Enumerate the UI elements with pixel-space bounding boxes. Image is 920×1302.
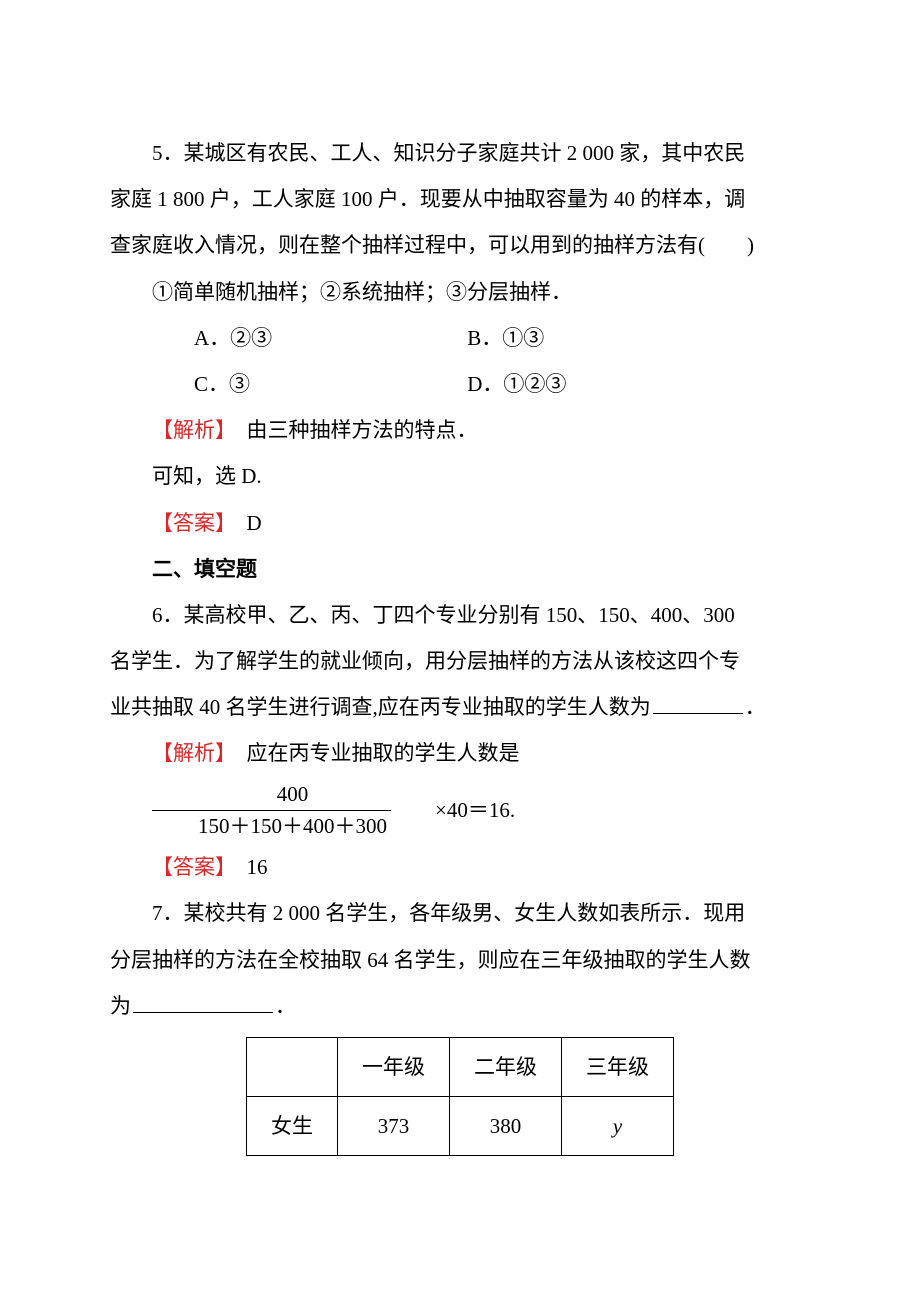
q6-frac-num: 400 [231,781,313,810]
q5-line2: 家庭 1 800 户，工人家庭 100 户．现要从中抽取容量为 40 的样本，调 [110,176,810,222]
q5-answer-text: D [226,511,262,535]
q6-frac-den: 150＋150＋400＋300 [152,810,391,840]
q5-analysis-l2: 可知，选 D. [110,453,810,499]
table-row-female: 女生 373 380 y [247,1097,674,1156]
q7-table: 一年级 二年级 三年级 女生 373 380 y [246,1037,674,1156]
q6-answer-text: 16 [226,855,268,879]
q7-line2: 分层抽样的方法在全校抽取 64 名学生，则应在三年级抽取的学生人数 [110,937,810,983]
th-grade1: 一年级 [338,1037,450,1096]
q6-answer: 【答案】 16 [110,844,810,890]
analysis-label: 【解析】 [152,418,226,442]
q7-line3b: ． [275,994,296,1018]
q5-analysis-text: 由三种抽样方法的特点． [226,418,478,442]
q7-line3: 为． [110,983,810,1029]
q5-line3: 查家庭收入情况，则在整个抽样过程中，可以用到的抽样方法有( ) [110,222,810,268]
q6-line1: 6．某高校甲、乙、丙、丁四个专业分别有 150、150、400、300 [110,592,810,638]
th-blank [247,1037,338,1096]
q6-analysis: 【解析】 应在丙专业抽取的学生人数是 [110,730,810,776]
th-grade2: 二年级 [450,1037,562,1096]
cell-f3: y [562,1097,674,1156]
answer-label: 【答案】 [152,511,226,535]
q6-line2: 名学生．为了解学生的就业倾向，用分层抽样的方法从该校这四个专 [110,638,810,684]
q5-optD: D．①②③ [467,372,566,396]
q6-blank [653,692,743,714]
q5-answer: 【答案】 D [110,500,810,546]
row-label-female: 女生 [247,1097,338,1156]
q5-analysis: 【解析】 由三种抽样方法的特点． [110,407,810,453]
q7-line3a: 为 [110,994,131,1018]
cell-f2: 380 [450,1097,562,1156]
q6-line3a: 业共抽取 40 名学生进行调查,应在丙专业抽取的学生人数为 [110,695,651,719]
q6-frac-rest: ×40＝16. [393,787,515,833]
q6-line3b: ． [745,695,766,719]
q6-fraction: 400 150＋150＋400＋300 [152,781,391,841]
q5-options-row2: C．③ D．①②③ [110,361,810,407]
answer-label: 【答案】 [152,855,226,879]
th-grade3: 三年级 [562,1037,674,1096]
table-header-row: 一年级 二年级 三年级 [247,1037,674,1096]
analysis-label: 【解析】 [152,741,226,765]
q7-blank [133,991,273,1013]
q5-line1: 5．某城区有农民、工人、知识分子家庭共计 2 000 家，其中农民 [110,130,810,176]
q6-line3: 业共抽取 40 名学生进行调查,应在丙专业抽取的学生人数为 ． [110,684,810,730]
q5-options-row1: A．②③ B．①③ [110,315,810,361]
q7-line1: 7．某校共有 2 000 名学生，各年级男、女生人数如表所示．现用 [110,890,810,936]
q5-optA: A．②③ [152,315,462,361]
document-page: 5．某城区有农民、工人、知识分子家庭共计 2 000 家，其中农民 家庭 1 8… [0,0,920,1302]
q5-optB: B．①③ [467,326,544,350]
cell-f1: 373 [338,1097,450,1156]
q5-optC: C．③ [152,361,462,407]
q6-fraction-line: 400 150＋150＋400＋300 ×40＝16. [110,781,810,841]
section2-heading: 二、填空题 [110,546,810,592]
q6-analysis-text: 应在丙专业抽取的学生人数是 [226,741,520,765]
q5-methods: ①简单随机抽样；②系统抽样；③分层抽样． [110,269,810,315]
